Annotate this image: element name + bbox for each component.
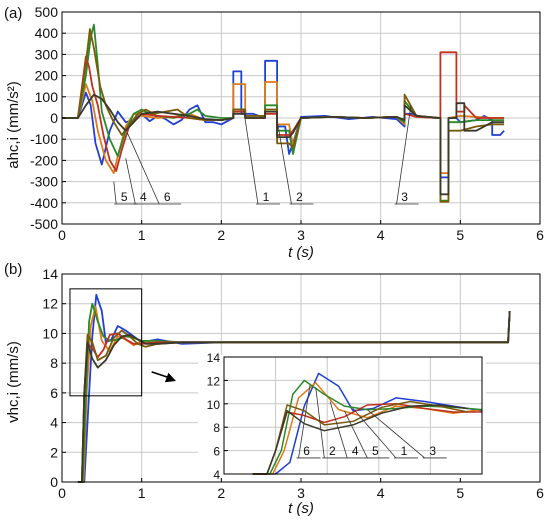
series-line-3 <box>252 379 483 475</box>
annotation-leader <box>113 181 117 205</box>
y-tick-label: 100 <box>35 89 59 105</box>
annotation-leader <box>315 387 325 459</box>
inset-ticks: 4 6 8 10 12 14 <box>207 351 228 482</box>
x-tick-label: 1 <box>138 485 146 501</box>
x-tick-label: 2 <box>217 485 225 501</box>
annotation-label: 5 <box>121 190 128 204</box>
x-tick-label: 2 <box>217 227 225 243</box>
annotation-leader <box>126 132 160 205</box>
annotation-leader <box>125 158 136 205</box>
annotation-leader <box>276 120 292 205</box>
x-tick-label: 6 <box>536 485 544 501</box>
annotation-leader <box>243 109 259 205</box>
zoom-arrowhead <box>164 372 176 383</box>
panel-b-xlabel: t (s) <box>288 500 314 517</box>
x-tick-label: 4 <box>377 227 385 243</box>
panel-a-label: (a) <box>4 5 22 22</box>
y-tick-label: 10 <box>42 325 58 341</box>
annotation-leader <box>344 410 368 459</box>
y-tick-label: 500 <box>35 4 59 20</box>
y-tick-label: -200 <box>30 152 58 168</box>
y-tick-label: 14 <box>207 351 221 365</box>
y-tick-label: 6 <box>213 445 220 459</box>
annotation-leader <box>396 105 412 205</box>
x-tick-label: 3 <box>297 485 305 501</box>
series-line-6 <box>62 93 505 196</box>
inset-background <box>198 355 486 478</box>
annotation-label: 1 <box>263 190 270 204</box>
y-tick-label: 8 <box>50 355 58 371</box>
x-tick-label: 3 <box>297 227 305 243</box>
annotation-label: 3 <box>401 190 408 204</box>
x-tick-label: 1 <box>138 227 146 243</box>
annotation-label: 4 <box>140 190 147 204</box>
x-tick-label: 5 <box>456 485 464 501</box>
y-tick-label: 12 <box>42 296 58 312</box>
x-tick-label: 5 <box>456 227 464 243</box>
inset-frame <box>223 356 483 475</box>
x-tick-label: 4 <box>377 485 385 501</box>
series-line-6 <box>77 311 511 483</box>
y-tick-label: 4 <box>213 468 220 482</box>
panel-a-xlabel: t (s) <box>288 244 314 261</box>
annotation-label: 3 <box>429 444 436 458</box>
annotation-leader <box>367 409 425 459</box>
y-tick-label: 4 <box>50 415 58 431</box>
annotation-label: 6 <box>303 444 310 458</box>
inset-grid <box>224 357 482 474</box>
inset-series <box>252 372 483 475</box>
y-tick-label: -500 <box>30 216 58 232</box>
series-line-6 <box>252 404 468 475</box>
y-tick-label: 8 <box>213 421 220 435</box>
annotation-label: 5 <box>372 444 379 458</box>
annotation-leader <box>329 401 348 459</box>
x-tick-label: 0 <box>58 485 66 501</box>
y-tick-label: -100 <box>30 131 58 147</box>
y-tick-label: -400 <box>30 195 58 211</box>
panel-a-series <box>62 23 505 203</box>
panel-a-ticks: 0 1 2 3 4 5 6-500-400-300-200-1000100200300400… <box>30 4 544 243</box>
panel-b-label: (b) <box>4 261 22 278</box>
y-tick-label: 14 <box>42 266 58 282</box>
y-tick-label: 2 <box>50 444 58 460</box>
zoom-box <box>69 288 143 397</box>
panel-b-ylabel: vhc,i (mm/s) <box>5 341 22 423</box>
annotation-label: 4 <box>352 444 359 458</box>
y-tick-label: 200 <box>35 68 59 84</box>
x-tick-label: 0 <box>58 227 66 243</box>
annotation-leader <box>352 408 397 459</box>
series-line-1 <box>252 372 483 475</box>
y-tick-label: 400 <box>35 25 59 41</box>
annotation-label: 2 <box>296 190 303 204</box>
y-tick-label: 12 <box>207 374 221 388</box>
annotation-leader <box>298 385 311 459</box>
annotation-label: 6 <box>164 190 171 204</box>
panel-a-grid <box>62 12 540 224</box>
annotation-label: 1 <box>401 444 408 458</box>
panel-a-ylabel: ahc,i (mm/s²) <box>5 81 22 169</box>
annotation-label: 2 <box>329 444 336 458</box>
y-tick-label: 0 <box>50 110 58 126</box>
panel-b-series <box>77 293 511 483</box>
y-tick-label: 0 <box>50 474 58 490</box>
x-tick-label: 6 <box>536 227 544 243</box>
y-tick-label: 10 <box>207 398 221 412</box>
y-tick-label: 300 <box>35 46 59 62</box>
y-tick-label: 6 <box>50 385 58 401</box>
y-tick-label: -300 <box>30 174 58 190</box>
